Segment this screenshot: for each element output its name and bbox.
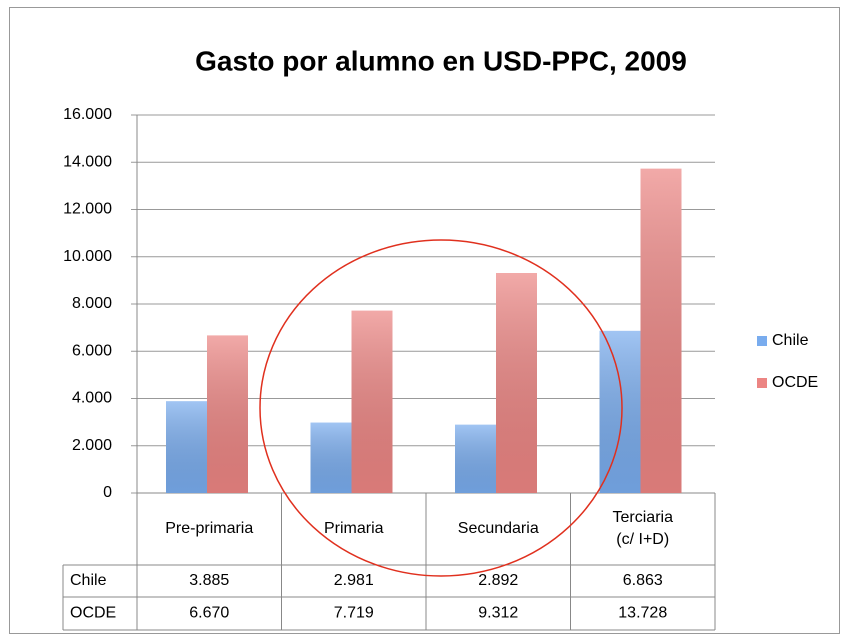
y-tick-label: 0 [103,484,112,501]
chart-frame [9,7,840,634]
legend-label: Chile [772,332,809,349]
table-value: 3.885 [189,572,229,589]
table-row-label: OCDE [70,605,116,622]
y-tick-label: 14.000 [63,153,112,170]
bar-shine [455,424,496,493]
legend-swatch [757,378,767,388]
table-value: 7.719 [334,605,374,622]
y-tick-label: 4.000 [72,390,112,407]
table-row-label: Chile [70,572,107,589]
x-tick-label: Pre-primaria [165,520,254,537]
x-tick-label: Primaria [323,520,384,537]
table-value: 9.312 [478,605,518,622]
y-tick-label: 16.000 [63,106,112,123]
annotation-circle [259,239,623,577]
table-value: 13.728 [618,605,667,622]
bar-shine [599,330,641,493]
table-value: 6.670 [189,605,229,622]
legend-label: OCDE [772,374,818,391]
y-tick-label: 8.000 [72,295,112,312]
y-tick-label: 2.000 [72,437,112,454]
bar-shine [207,335,248,493]
table-value: 2.981 [334,572,374,589]
bar-shine [310,422,352,493]
bar-shine [640,168,682,493]
bar-shine [351,310,393,493]
x-tick-label: Secundaria [457,520,539,537]
bar-shine [166,401,207,493]
y-tick-label: 6.000 [72,342,112,359]
table-value: 6.863 [623,572,663,589]
table-value: 2.892 [478,572,518,589]
legend-swatch [757,336,767,346]
x-tick-label: Terciaria (c/ I+D) [612,509,673,548]
chart-title: Gasto por alumno en USD-PPC, 2009 [195,45,687,76]
y-tick-label: 10.000 [63,248,112,265]
y-tick-label: 12.000 [63,201,112,218]
bar-shine [496,273,537,493]
